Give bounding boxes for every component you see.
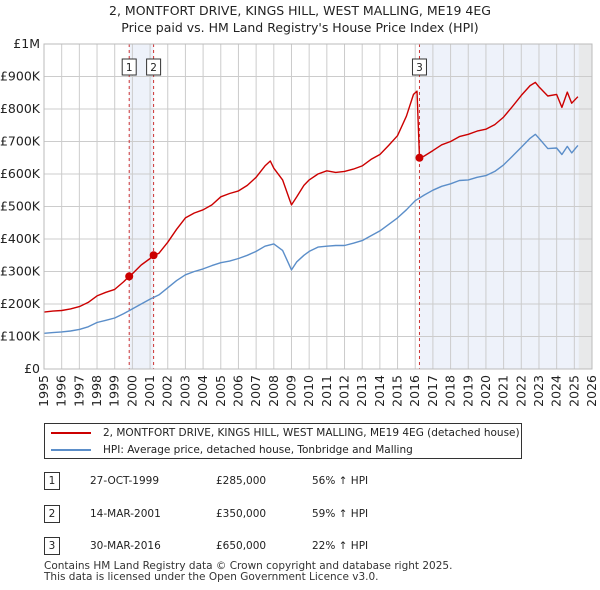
- x-tick-label: 2005: [213, 375, 228, 407]
- x-tick-label: 2026: [584, 375, 599, 407]
- y-tick-label: £200K: [0, 296, 41, 311]
- x-tick-label: 2015: [390, 375, 405, 407]
- legend-property-label: 2, MONTFORT DRIVE, KINGS HILL, WEST MALL…: [103, 427, 520, 439]
- y-tick-label: £800K: [0, 101, 41, 116]
- sale-price: £350,000: [216, 508, 267, 520]
- chart-title: 2, MONTFORT DRIVE, KINGS HILL, WEST MALL…: [0, 2, 600, 36]
- y-tick-label: £400K: [0, 231, 41, 246]
- y-tick-label: £0: [24, 361, 40, 376]
- x-tick-label: 2002: [160, 375, 175, 407]
- x-tick-label: 2022: [513, 375, 528, 407]
- sale-number-label: 3: [416, 62, 423, 74]
- x-tick-label: 2014: [372, 375, 387, 407]
- x-tick-label: 2012: [337, 375, 352, 407]
- chart-area: 1 2 3 £0 £100K £200K £300K £400K £500K £600K £700…: [0, 36, 599, 407]
- x-tick-label: 2000: [124, 375, 139, 407]
- footer-copyright: Contains HM Land Registry data © Crown c…: [44, 560, 453, 572]
- chart-title-line1: 2, MONTFORT DRIVE, KINGS HILL, WEST MALL…: [109, 3, 491, 18]
- x-tick-label: 2023: [531, 375, 546, 407]
- sale-price: £650,000: [216, 540, 267, 552]
- sale-number-badge: 1: [44, 472, 60, 490]
- x-tick-label: 2010: [301, 375, 316, 407]
- sale-hpi-change: 22% ↑ HPI: [312, 540, 369, 552]
- x-tick-label: 2011: [319, 375, 334, 407]
- legend: 2, MONTFORT DRIVE, KINGS HILL, WEST MALL…: [44, 423, 522, 459]
- x-tick-label: 2001: [142, 375, 157, 407]
- chart-title-line2: Price paid vs. HM Land Registry's House …: [121, 20, 479, 35]
- sale-point: [125, 272, 134, 281]
- sale-hpi-change: 59% ↑ HPI: [312, 508, 369, 520]
- legend-hpi-line: [51, 449, 91, 451]
- property-price-line: [43, 81, 579, 313]
- x-tick-label: 2006: [230, 375, 245, 407]
- legend-property-line: [51, 432, 91, 434]
- sale-date: 27-OCT-1999: [90, 475, 159, 487]
- sale-point: [415, 153, 424, 162]
- x-tick-label: 2009: [283, 375, 298, 407]
- x-tick-label: 2018: [443, 375, 458, 407]
- sale-row: 3 30-MAR-2016 £650,000 22% ↑ HPI: [0, 537, 600, 557]
- sale-point: [149, 251, 158, 260]
- x-tick-label: 2024: [549, 375, 564, 407]
- sale-row: 1 27-OCT-1999 £285,000 56% ↑ HPI: [0, 472, 600, 492]
- legend-hpi-label: HPI: Average price, detached house, Tonb…: [103, 444, 413, 456]
- x-tick-label: 2019: [460, 375, 475, 407]
- sale-number-box: [146, 58, 162, 76]
- y-tick-label: £600K: [0, 166, 41, 181]
- x-tick-label: 2004: [195, 375, 210, 407]
- y-tick-label: £500K: [0, 199, 41, 214]
- x-tick-label: 2007: [248, 375, 263, 407]
- x-tick-label: 2008: [266, 375, 281, 407]
- footer-licence: This data is licensed under the Open Gov…: [44, 571, 379, 583]
- x-tick-label: 1995: [36, 375, 51, 407]
- sale-number-label: 2: [150, 62, 157, 74]
- sale-date: 30-MAR-2016: [90, 540, 161, 552]
- plot-frame: [43, 43, 593, 370]
- legend-item-property: 2, MONTFORT DRIVE, KINGS HILL, WEST MALL…: [51, 425, 520, 441]
- y-tick-label: £900K: [0, 69, 41, 84]
- sale-price: £285,000: [216, 475, 267, 487]
- x-tick-label: 2017: [425, 375, 440, 407]
- x-tick-label: 1997: [71, 375, 86, 407]
- sale-row: 2 14-MAR-2001 £350,000 59% ↑ HPI: [0, 505, 600, 525]
- y-tick-label: £700K: [0, 134, 41, 149]
- y-tick-label: £300K: [0, 264, 41, 279]
- x-tick-label: 2025: [566, 375, 581, 407]
- x-tick-label: 2013: [354, 375, 369, 407]
- sale-number-box: [121, 58, 137, 76]
- x-tick-label: 1996: [54, 375, 69, 407]
- footer: Contains HM Land Registry data © Crown c…: [44, 561, 452, 583]
- x-tick-label: 2003: [177, 375, 192, 407]
- hpi-line: [43, 133, 579, 334]
- x-tick-label: 1998: [89, 375, 104, 407]
- sale-number-label: 1: [126, 62, 133, 74]
- sale-hpi-change: 56% ↑ HPI: [312, 475, 369, 487]
- sale-date: 14-MAR-2001: [90, 508, 161, 520]
- y-tick-label: £100K: [0, 329, 41, 344]
- x-tick-label: 2020: [478, 375, 493, 407]
- y-tick-label: £1M: [13, 36, 40, 51]
- sale-number-badge: 3: [44, 537, 60, 555]
- sale-number-box: [411, 58, 427, 76]
- x-tick-label: 2021: [496, 375, 511, 407]
- x-tick-label: 1999: [107, 375, 122, 407]
- legend-item-hpi: HPI: Average price, detached house, Tonb…: [51, 442, 413, 458]
- sale-number-badge: 2: [44, 505, 60, 523]
- x-tick-label: 2016: [407, 375, 422, 407]
